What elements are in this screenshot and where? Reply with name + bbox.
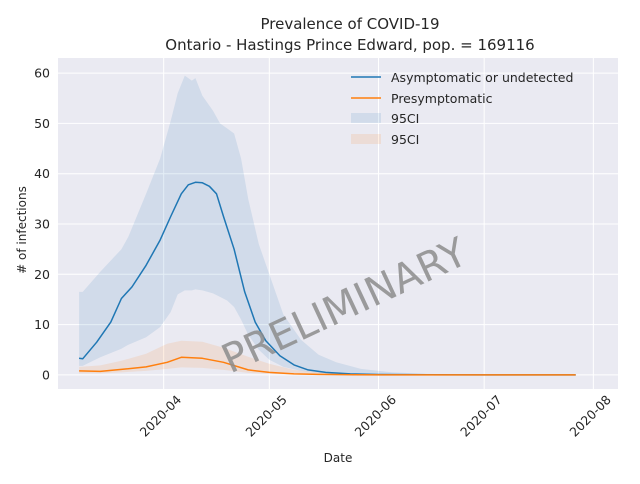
x-axis-label: Date (324, 451, 353, 465)
y-axis-label: # of infections (15, 186, 29, 274)
grid (58, 58, 618, 389)
x-tick-label: 2020-04 (137, 392, 185, 440)
y-tick-label: 20 (34, 267, 50, 282)
legend-swatch-band-presymptomatic (351, 134, 381, 144)
series-line-asymptomatic (78, 181, 576, 376)
y-tick-label: 50 (34, 116, 50, 131)
y-tick-label: 60 (34, 66, 50, 81)
y-tick-label: 40 (34, 166, 50, 181)
band-presymptomatic (79, 340, 576, 375)
confidence-bands (79, 75, 576, 375)
legend-label-asymptomatic: Asymptomatic or undetected (391, 70, 573, 85)
y-tick-label: 30 (34, 217, 50, 232)
x-tick-label: 2020-08 (566, 392, 614, 440)
plot-area (58, 58, 618, 389)
y-tick-label: 0 (42, 367, 50, 382)
legend: Asymptomatic or undetected Presymptomati… (351, 70, 573, 147)
band-asymptomatic (79, 75, 576, 375)
chart-title: Prevalence of COVID-19 (260, 15, 439, 33)
x-tick-label: 2020-06 (352, 392, 400, 440)
y-tick-labels: 0 10 20 30 40 50 60 (34, 66, 50, 383)
legend-swatch-band-asymptomatic (351, 113, 381, 123)
series-line-presymptomatic (79, 356, 576, 376)
legend-label-band-asymptomatic: 95CI (391, 111, 419, 126)
x-tick-label: 2020-07 (457, 392, 505, 440)
y-tick-label: 10 (34, 317, 50, 332)
x-tick-labels: 2020-04 2020-05 2020-06 2020-07 2020-08 (137, 392, 614, 440)
series-lines (78, 181, 576, 376)
legend-label-presymptomatic: Presymptomatic (391, 91, 493, 106)
x-tick-label: 2020-05 (242, 392, 290, 440)
legend-label-band-presymptomatic: 95CI (391, 132, 419, 147)
chart-subtitle: Ontario - Hastings Prince Edward, pop. =… (165, 36, 534, 54)
